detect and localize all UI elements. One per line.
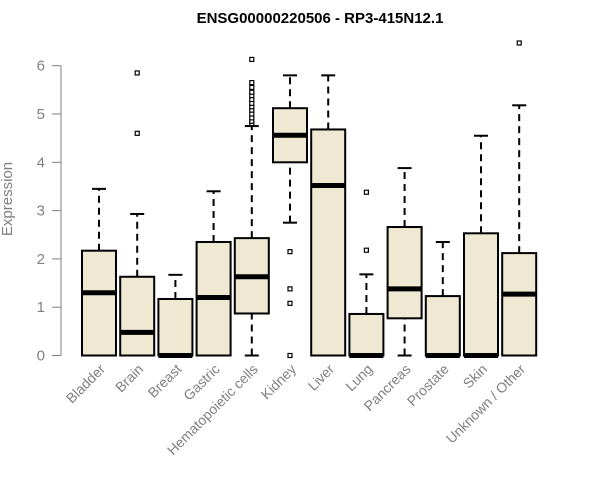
- outlier-point: [249, 89, 255, 95]
- box: [310, 128, 347, 357]
- box-group: [424, 240, 461, 358]
- x-tick-label: Lung: [342, 361, 375, 394]
- outlier-point: [287, 249, 293, 255]
- outlier-point: [287, 300, 293, 306]
- x-tick-label: Breast: [145, 361, 185, 401]
- box: [81, 249, 117, 357]
- box-group: [195, 190, 232, 357]
- outlier-point: [363, 189, 369, 195]
- outlier-point: [249, 56, 255, 63]
- box: [463, 232, 499, 357]
- box-group: [233, 56, 270, 357]
- outlier-point: [249, 84, 255, 91]
- y-tick-label: 1: [37, 299, 45, 316]
- y-tick-label: 5: [37, 106, 45, 123]
- box-group: [157, 273, 194, 358]
- plot-area: [81, 40, 538, 359]
- x-tick-label: Bladder: [63, 361, 109, 407]
- outlier-point: [249, 80, 255, 86]
- y-tick-label: 4: [37, 154, 45, 171]
- box: [157, 297, 194, 357]
- box-group: [348, 189, 385, 358]
- outlier-point: [363, 247, 369, 253]
- x-tick-label: Liver: [305, 361, 338, 394]
- y-tick-label: 6: [37, 58, 45, 75]
- y-axis: 0 1 2 3 4 5 6: [37, 58, 62, 365]
- outlier-point: [287, 286, 293, 292]
- box-group: [119, 70, 156, 357]
- outlier-point: [287, 352, 293, 359]
- outlier-point: [134, 70, 140, 76]
- y-tick-label: 2: [37, 251, 45, 268]
- box: [424, 295, 461, 357]
- x-tick-label: Prostate: [404, 361, 452, 409]
- outlier-point: [134, 130, 140, 136]
- box-group: [81, 187, 117, 357]
- box: [501, 252, 538, 357]
- y-tick-label: 3: [37, 203, 45, 220]
- x-tick-label: Skin: [460, 361, 491, 392]
- box-group: [386, 167, 423, 357]
- y-axis-label: Expression: [0, 162, 16, 236]
- x-tick-label: Brain: [112, 361, 146, 395]
- box: [348, 312, 385, 357]
- box: [386, 226, 423, 320]
- box-group: [463, 134, 499, 358]
- box-group: [310, 74, 347, 357]
- chart-title: ENSG00000220506 - RP3-415N12.1: [197, 10, 444, 27]
- box-group: [501, 40, 538, 357]
- box: [119, 275, 156, 357]
- outlier-point: [516, 40, 522, 46]
- box-group: [272, 74, 308, 359]
- y-tick-label: 0: [37, 348, 45, 365]
- x-tick-label: Kidney: [258, 361, 300, 403]
